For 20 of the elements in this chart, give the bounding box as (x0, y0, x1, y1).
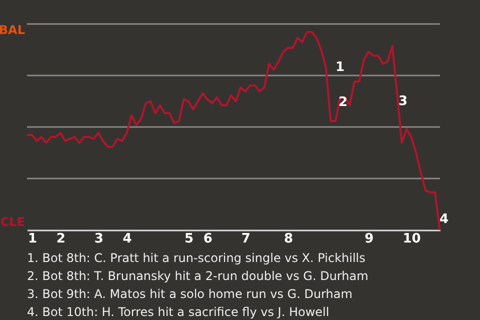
text: 1. Bot 8th: C. Pratt hit a run-scoring single vs X. Pickhills (27, 251, 366, 265)
x-tick-label: 6 (203, 232, 212, 246)
text: CLE (0, 215, 25, 229)
annotation: 3 (398, 94, 408, 109)
text: 3. Bot 9th: A. Matos hit a solo home run vs G. Durham (27, 287, 352, 301)
text: 4. Bot 10th: H. Torres hit a sacrifice fly vs J. Howell (27, 305, 330, 319)
x-tick-label: 2 (56, 232, 66, 246)
text: 2. Bot 8th: T. Brunansky hit a 2-run double vs G. Durham (27, 269, 368, 283)
x-tick-label: 9 (364, 232, 374, 246)
annotation: 1 (335, 60, 345, 75)
x-tick-label: 10 (402, 232, 421, 246)
x-tick-label: 5 (184, 232, 194, 246)
annotation: 2 (338, 95, 348, 110)
annotation: 4 (439, 212, 449, 227)
x-tick-label: 7 (241, 232, 250, 246)
text: BAL (0, 23, 26, 37)
x-tick-label: 1 (28, 232, 37, 246)
x-tick-label: 4 (122, 232, 132, 246)
x-tick-label: 8 (284, 232, 294, 246)
x-tick-label: 3 (94, 232, 104, 246)
